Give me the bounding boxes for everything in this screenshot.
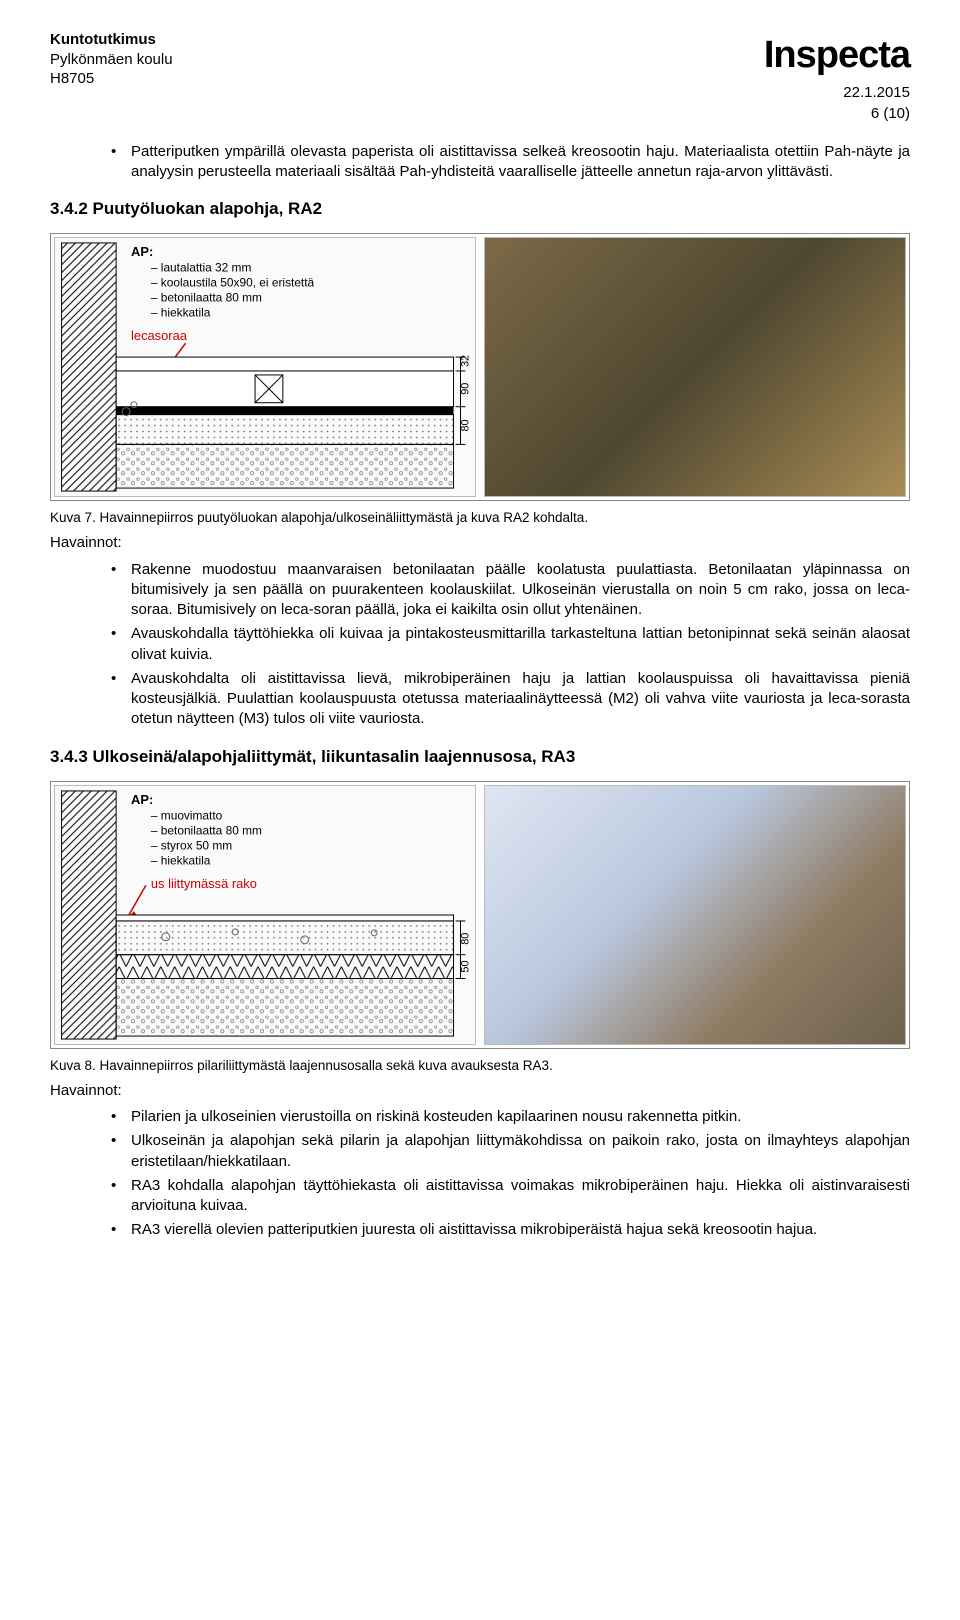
svg-text:– betonilaatta 80 mm: – betonilaatta 80 mm [151,823,262,837]
header-right: Inspecta 22.1.2015 6 (10) [764,30,910,124]
list-item: Avauskohdalla täyttöhiekka oli kuivaa ja… [105,624,910,665]
figure-7-row: AP: – lautalattia 32 mm – koolaustila 50… [50,233,910,501]
figure-8-diagram: AP: – muovimatto – betonilaatta 80 mm – … [54,785,476,1045]
figure-8-photo [484,785,906,1045]
doc-title: Kuntotutkimus [50,30,173,50]
figure-7-diagram: AP: – lautalattia 32 mm – koolaustila 50… [54,237,476,497]
page-number: 6 (10) [764,104,910,124]
doc-subtitle: Pylkönmäen koulu [50,50,173,70]
svg-text:80: 80 [459,932,471,944]
svg-text:– styrox 50 mm: – styrox 50 mm [151,838,232,852]
figure-7-photo [484,237,906,497]
svg-text:50: 50 [459,960,471,972]
list-item: Avauskohdalta oli aistittavissa lievä, m… [105,669,910,730]
figure-8-caption: Kuva 8. Havainnepiirros pilariliittymäst… [50,1057,910,1075]
section-342-heading: 3.4.2 Puutyöluokan alapohja, RA2 [50,198,910,221]
intro-bullet: Patteriputken ympärillä olevasta paperis… [105,142,910,183]
svg-text:– muovimatto: – muovimatto [151,808,223,822]
section-342-bullets: Rakenne muodostuu maanvaraisen betonilaa… [105,560,910,730]
header-left: Kuntotutkimus Pylkönmäen koulu H8705 [50,30,173,89]
photo-placeholder [485,786,905,1044]
intro-bullet-block: Patteriputken ympärillä olevasta paperis… [105,142,910,183]
doc-date: 22.1.2015 [764,83,910,103]
logo: Inspecta [764,30,910,81]
svg-text:us liittymässä rako: us liittymässä rako [151,876,257,891]
ap-label: AP: [131,244,153,259]
svg-text:– betonilaatta 80 mm: – betonilaatta 80 mm [151,291,262,305]
section-343-bullets: Pilarien ja ulkoseinien vierustoilla on … [105,1107,910,1241]
list-item: RA3 kohdalla alapohjan täyttöhiekasta ol… [105,1176,910,1217]
havainnot-label-2: Havainnot: [50,1081,910,1101]
svg-text:– koolaustila 50x90, ei eriste: – koolaustila 50x90, ei eristettä [151,276,315,290]
svg-text:80: 80 [459,420,471,432]
doc-code: H8705 [50,69,173,89]
svg-text:lecasoraa: lecasoraa [131,328,188,343]
section-343-heading: 3.4.3 Ulkoseinä/alapohjaliittymät, liiku… [50,746,910,769]
photo-placeholder [485,238,905,496]
svg-text:– hiekkatila: – hiekkatila [151,306,211,320]
list-item: Ulkoseinän ja alapohjan sekä pilarin ja … [105,1131,910,1172]
svg-text:– lautalattia 32 mm: – lautalattia 32 mm [151,261,252,275]
figure-7-caption: Kuva 7. Havainnepiirros puutyöluokan ala… [50,509,910,527]
list-item: RA3 vierellä olevien patteriputkien juur… [105,1220,910,1240]
svg-text:32: 32 [459,355,471,367]
svg-text:– hiekkatila: – hiekkatila [151,853,211,867]
svg-text:AP:: AP: [131,792,153,807]
list-item: Rakenne muodostuu maanvaraisen betonilaa… [105,560,910,621]
svg-text:90: 90 [459,383,471,395]
havainnot-label-1: Havainnot: [50,533,910,553]
figure-8-row: AP: – muovimatto – betonilaatta 80 mm – … [50,781,910,1049]
list-item: Pilarien ja ulkoseinien vierustoilla on … [105,1107,910,1127]
page-header: Kuntotutkimus Pylkönmäen koulu H8705 Ins… [50,30,910,124]
